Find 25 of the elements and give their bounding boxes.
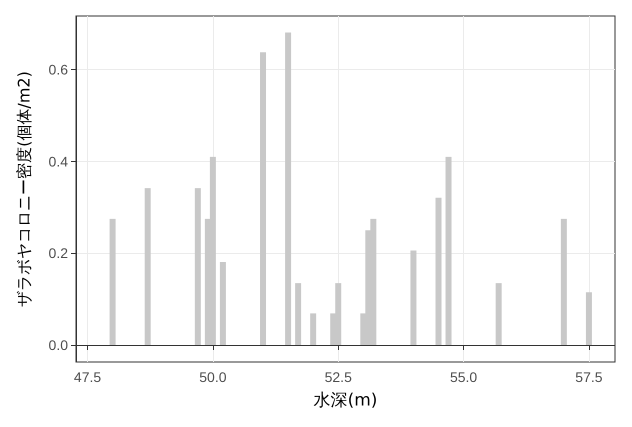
bar	[144, 188, 151, 346]
bar	[586, 292, 592, 346]
x-axis-title: 水深(m)	[314, 390, 378, 410]
x-tick-label: 50.0	[199, 369, 227, 385]
bar	[496, 283, 502, 346]
y-tick-label: 0.4	[48, 153, 68, 170]
y-tick-label: 0.2	[48, 245, 68, 262]
bar	[260, 52, 266, 346]
x-tick-label: 52.5	[324, 369, 352, 385]
bar	[410, 250, 416, 346]
y-tick-label: 0.6	[48, 62, 68, 78]
bar	[446, 156, 452, 346]
x-tick-label: 47.5	[74, 369, 102, 385]
bar	[310, 313, 316, 346]
bar	[285, 32, 292, 346]
bar	[220, 262, 226, 346]
bar	[194, 188, 201, 346]
y-tick-label: 0.0	[48, 337, 68, 354]
bar	[295, 283, 302, 346]
bar	[110, 218, 116, 346]
y-axis-title: ザラボヤコロニー密度(個体/m2)	[14, 71, 34, 307]
bar	[436, 198, 442, 346]
x-tick-label: 55.0	[450, 369, 478, 385]
x-tick-label: 57.5	[575, 369, 603, 385]
bar	[560, 218, 567, 346]
